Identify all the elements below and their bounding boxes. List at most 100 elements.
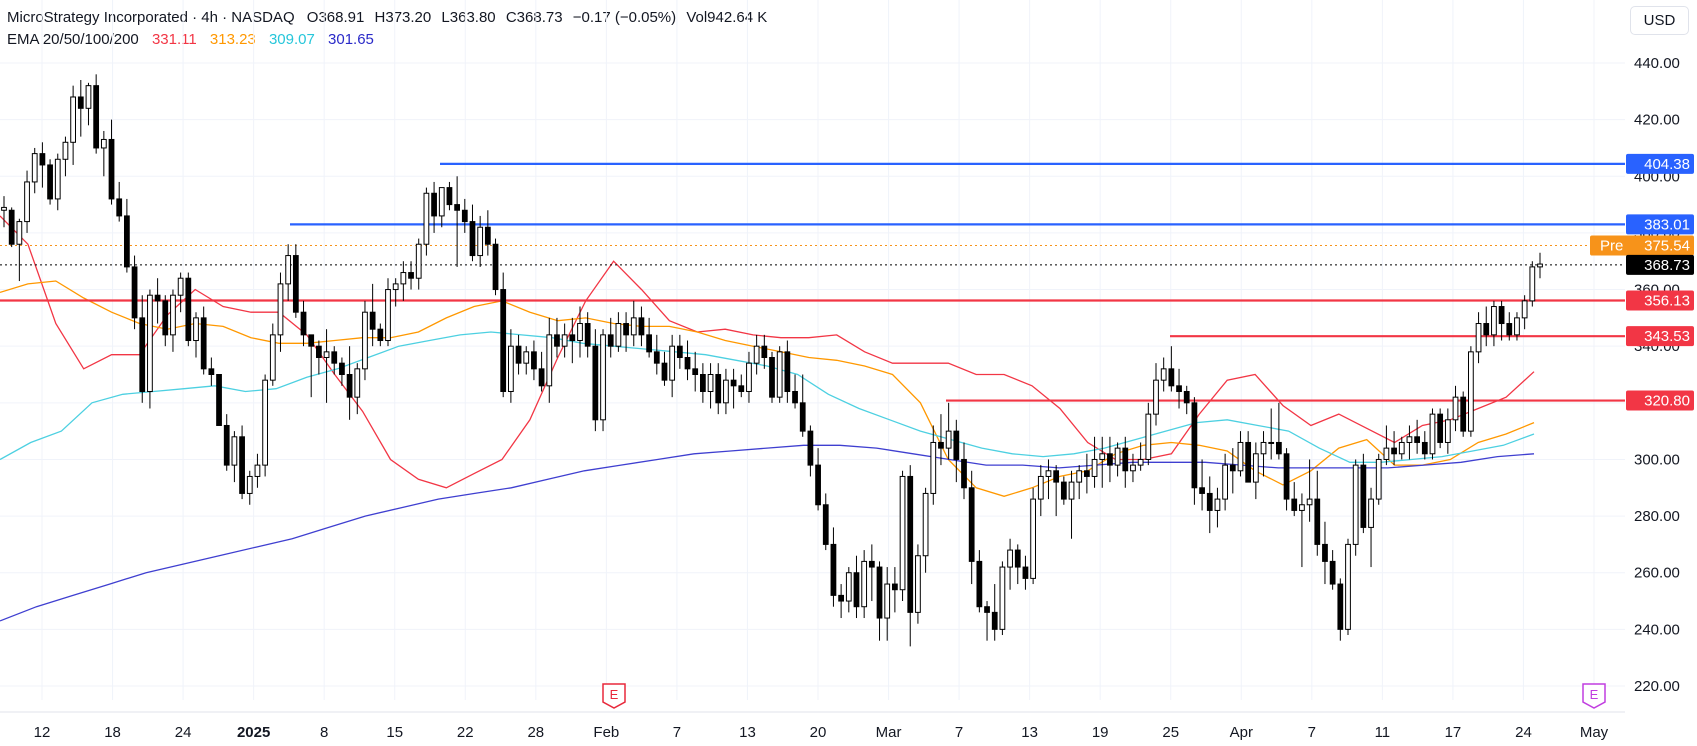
candle-body[interactable] [600,334,606,421]
candle-body[interactable] [891,583,898,591]
candle-body[interactable] [1299,504,1305,511]
ema-label[interactable]: EMA 20/50/100/200 [7,31,139,48]
candle-body[interactable] [615,323,622,347]
candle-body[interactable] [1137,458,1144,466]
candle-body[interactable] [1475,323,1482,353]
candle-body[interactable] [231,436,238,466]
candle-body[interactable] [8,209,15,245]
candle-body[interactable] [1275,441,1282,455]
candle-body[interactable] [884,583,891,619]
candle-body[interactable] [147,294,153,392]
candle-body[interactable] [730,379,737,387]
candle-body[interactable] [1337,583,1344,630]
candle-body[interactable] [1306,498,1313,506]
candle-body[interactable] [1268,441,1275,444]
candle-body[interactable] [1421,441,1428,455]
candle-body[interactable] [400,272,407,285]
candle-body[interactable] [239,436,245,494]
candle-body[interactable] [1260,441,1267,455]
candle-body[interactable] [500,289,507,392]
candle-body[interactable] [1444,419,1451,443]
candle-body[interactable] [1360,464,1367,528]
candle-body[interactable] [1237,441,1244,472]
candle-body[interactable] [584,323,591,347]
candle-body[interactable] [761,345,768,359]
candle-body[interactable] [1083,470,1090,477]
candle-body[interactable] [323,351,330,359]
candle-body[interactable] [162,300,169,336]
candle-body[interactable] [31,153,38,183]
candle-body[interactable] [1383,447,1390,460]
candle-body[interactable] [1429,413,1436,455]
candle-body[interactable] [961,458,967,489]
earnings-badge[interactable] [602,683,626,709]
candle-body[interactable] [1060,481,1067,500]
candle-body[interactable] [915,555,921,613]
candle-body[interactable] [154,294,161,302]
candle-body[interactable] [1153,379,1159,415]
candle-body[interactable] [47,164,53,200]
candle-body[interactable] [170,294,176,336]
candle-body[interactable] [223,424,230,466]
candle-body[interactable] [254,464,261,477]
candle-body[interactable] [62,141,69,160]
candle-body[interactable] [1091,458,1098,477]
candle-body[interactable] [1030,498,1037,579]
candle-body[interactable] [561,334,568,347]
candle-body[interactable] [630,317,637,336]
candle-body[interactable] [907,475,914,613]
candle-body[interactable] [1068,481,1075,500]
candle-body[interactable] [1191,402,1198,489]
candle-body[interactable] [484,226,491,245]
candle-body[interactable] [1252,453,1259,483]
candle-body[interactable] [845,572,852,602]
candle-body[interactable] [799,402,806,432]
candle-body[interactable] [1037,475,1044,500]
candle-body[interactable] [684,357,691,370]
candle-body[interactable] [999,566,1006,630]
candle-body[interactable] [838,594,845,602]
candle-body[interactable] [991,611,998,630]
candle-body[interactable] [93,85,100,149]
candle-body[interactable] [515,345,522,364]
candle-body[interactable] [792,390,798,404]
candle-body[interactable] [1160,368,1167,381]
currency-button[interactable]: USD [1630,6,1689,35]
candle-body[interactable] [638,317,645,336]
candle-body[interactable] [930,441,937,494]
candle-body[interactable] [1368,498,1374,528]
candle-body[interactable] [945,430,952,449]
candle-body[interactable] [39,153,46,166]
candle-body[interactable] [1214,498,1221,511]
candle-body[interactable] [438,187,445,217]
candle-body[interactable] [70,96,77,143]
candle-body[interactable] [431,192,437,217]
candle-body[interactable] [24,181,30,223]
candle-body[interactable] [1521,300,1528,319]
candle-body[interactable] [1145,413,1152,460]
candle-body[interactable] [1314,498,1321,545]
candle-body[interactable] [131,266,138,319]
candle-body[interactable] [461,209,468,223]
candle-body[interactable] [1406,436,1413,443]
candle-body[interactable] [1437,413,1444,443]
candle-body[interactable] [922,492,929,557]
candle-body[interactable] [1375,458,1382,500]
candle-body[interactable] [692,368,699,376]
candle-body[interactable] [1183,390,1190,404]
candle-body[interactable] [968,487,975,562]
candle-body[interactable] [1206,492,1213,511]
candle-body[interactable] [1168,368,1175,387]
candle-body[interactable] [1537,263,1543,268]
candle-body[interactable] [1099,453,1106,460]
candle-body[interactable] [377,328,384,342]
candle-body[interactable] [392,283,399,291]
candle-body[interactable] [54,158,61,200]
candle-body[interactable] [1130,464,1136,472]
candle-body[interactable] [339,362,345,376]
candle-body[interactable] [246,475,253,494]
candle-body[interactable] [354,368,361,398]
candle-body[interactable] [308,334,315,347]
candle-body[interactable] [423,192,430,245]
